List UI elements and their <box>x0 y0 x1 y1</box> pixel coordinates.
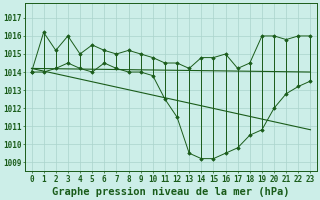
X-axis label: Graphe pression niveau de la mer (hPa): Graphe pression niveau de la mer (hPa) <box>52 186 290 197</box>
